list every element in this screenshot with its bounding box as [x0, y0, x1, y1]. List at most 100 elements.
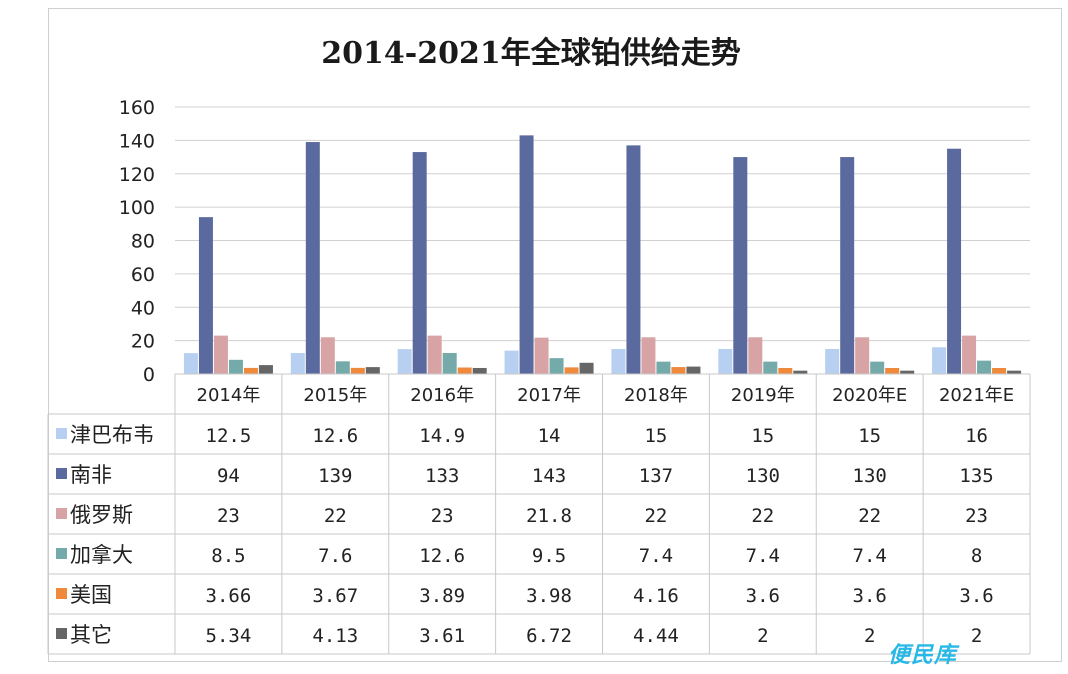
x-category-label: 2019年 — [731, 385, 795, 406]
x-category-label: 2021年E — [939, 385, 1014, 406]
legend-label: 加拿大 — [70, 543, 133, 567]
bar — [472, 367, 487, 374]
y-tick-label: 140 — [119, 130, 155, 152]
bar — [198, 217, 213, 374]
bar — [733, 157, 748, 374]
y-tick-label: 0 — [143, 364, 155, 386]
data-table-value: 23 — [217, 505, 240, 527]
bar — [213, 335, 228, 374]
data-table-value: 8 — [971, 545, 982, 567]
bar — [626, 145, 641, 374]
bar — [579, 362, 594, 374]
bar — [825, 348, 840, 374]
y-tick-label: 60 — [131, 264, 155, 286]
data-table-value: 7.6 — [318, 545, 352, 567]
bar — [977, 360, 992, 374]
x-category-label: 2020年E — [832, 385, 907, 406]
bar — [793, 370, 808, 374]
x-category-label: 2016年 — [410, 385, 474, 406]
legend-key — [56, 428, 67, 439]
data-table-value: 9.5 — [532, 545, 566, 567]
data-table-value: 137 — [639, 465, 673, 487]
y-tick-label: 120 — [119, 164, 155, 186]
data-table-value: 15 — [751, 425, 774, 447]
legend-label: 俄罗斯 — [70, 503, 133, 527]
bar — [412, 152, 427, 374]
x-category-label: 2014年 — [197, 385, 261, 406]
data-table-value: 22 — [324, 505, 347, 527]
data-table-value: 12.6 — [419, 545, 465, 567]
data-table-value: 94 — [217, 465, 240, 487]
data-table-value: 22 — [751, 505, 774, 527]
data-table-value: 4.44 — [633, 625, 679, 647]
x-category-label: 2017年 — [517, 385, 581, 406]
bar — [962, 335, 977, 374]
data-table-value: 3.6 — [853, 585, 887, 607]
bar — [870, 361, 885, 374]
bar — [611, 348, 626, 374]
legend-key — [56, 548, 67, 559]
data-table-value: 12.5 — [206, 425, 252, 447]
data-table-value: 7.4 — [853, 545, 887, 567]
bar — [519, 135, 534, 374]
data-table-value: 22 — [644, 505, 667, 527]
bar — [258, 365, 273, 374]
data-table-value: 14.9 — [419, 425, 465, 447]
data-table-value: 3.66 — [206, 585, 252, 607]
bar — [1007, 370, 1022, 374]
bar — [992, 367, 1007, 374]
bar — [855, 337, 870, 374]
bar — [457, 367, 472, 374]
y-tick-label: 160 — [119, 97, 155, 119]
legend-key — [56, 508, 67, 519]
bar — [718, 348, 733, 374]
bar — [427, 335, 442, 374]
data-table-value: 135 — [959, 465, 993, 487]
data-table-value: 2 — [864, 625, 875, 647]
legend-key — [56, 628, 67, 639]
y-tick-label: 40 — [131, 297, 155, 319]
data-table-value: 130 — [853, 465, 887, 487]
data-table-value: 21.8 — [526, 505, 572, 527]
bar — [320, 337, 335, 374]
data-table-value: 143 — [532, 465, 566, 487]
data-table-value: 12.6 — [312, 425, 358, 447]
y-tick-label: 80 — [131, 231, 155, 253]
data-table-value: 3.98 — [526, 585, 572, 607]
bar — [350, 367, 365, 374]
bar — [365, 367, 380, 374]
bar — [686, 366, 701, 374]
bar — [900, 370, 915, 374]
data-table-value: 2 — [971, 625, 982, 647]
data-table-value: 3.89 — [419, 585, 465, 607]
data-table-value: 15 — [858, 425, 881, 447]
legend-label: 美国 — [70, 583, 112, 607]
data-table-value: 23 — [965, 505, 988, 527]
bar — [885, 367, 900, 374]
bar — [290, 352, 305, 374]
bar — [397, 349, 412, 374]
data-table-value: 23 — [431, 505, 454, 527]
data-table-value: 16 — [965, 425, 988, 447]
bar — [183, 353, 198, 374]
y-tick-label: 100 — [119, 197, 155, 219]
data-table-value: 130 — [746, 465, 780, 487]
data-table-value: 133 — [425, 465, 459, 487]
bar — [243, 367, 258, 374]
data-table-value: 4.16 — [633, 585, 679, 607]
bar — [840, 157, 855, 374]
data-table-value: 2 — [757, 625, 768, 647]
data-table-value: 8.5 — [211, 545, 245, 567]
data-table-value: 3.6 — [959, 585, 993, 607]
bar — [534, 337, 549, 374]
data-table-value: 15 — [644, 425, 667, 447]
bar — [656, 361, 671, 374]
data-table-value: 7.4 — [746, 545, 780, 567]
data-table-value: 14 — [538, 425, 561, 447]
bar — [228, 359, 243, 374]
x-category-label: 2015年 — [303, 385, 367, 406]
legend-label: 津巴布韦 — [70, 423, 154, 447]
data-table-value: 5.34 — [206, 625, 252, 647]
data-table-value: 3.61 — [419, 625, 465, 647]
